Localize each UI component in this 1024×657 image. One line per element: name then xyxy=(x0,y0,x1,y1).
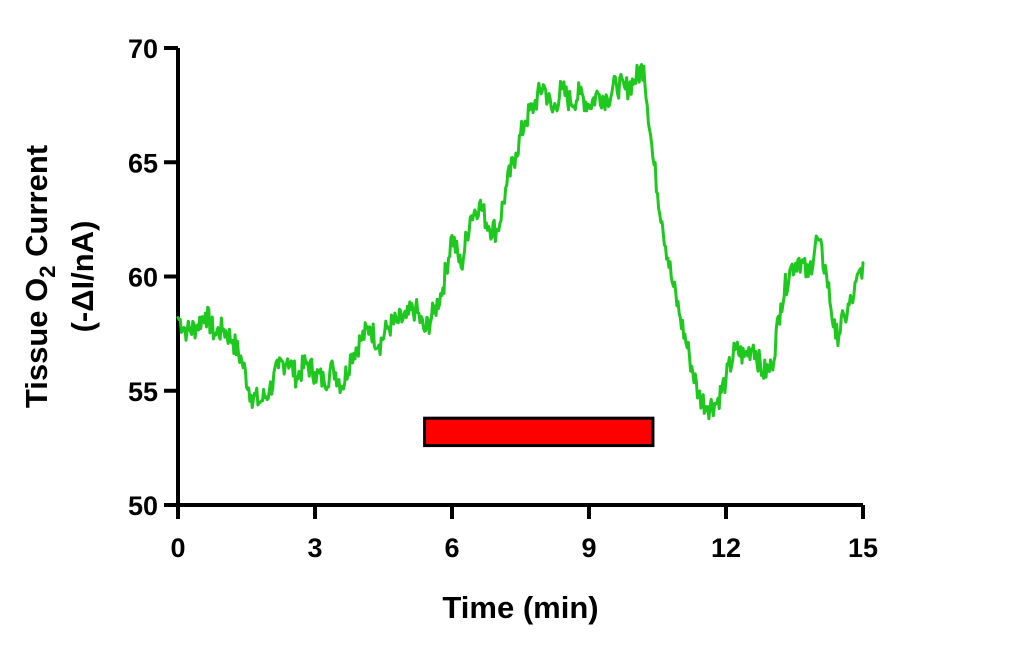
y-axis-title-post: Current xyxy=(19,145,54,266)
y-axis-title-pre: Tissue O xyxy=(19,278,54,408)
x-axis-title: Time (min) xyxy=(442,590,598,625)
y-axis-title-subscript: 2 xyxy=(35,265,60,277)
x-tick-label: 12 xyxy=(711,533,741,563)
y-tick-label: 60 xyxy=(128,263,158,293)
y-tick-label: 70 xyxy=(128,34,158,64)
x-tick-label: 6 xyxy=(444,533,459,563)
y-tick-label: 50 xyxy=(128,491,158,521)
y-tick-label: 65 xyxy=(128,148,158,178)
y-axis-title-line1: Tissue O2 Current xyxy=(19,145,60,408)
x-tick-label: 3 xyxy=(307,533,322,563)
y-ticks: 50 55 60 65 70 xyxy=(128,34,178,521)
axes: 50 55 60 65 70 0 3 6 9 12 15 xyxy=(128,34,878,563)
x-ticks: 0 3 6 9 12 15 xyxy=(170,505,878,563)
annotation-layer xyxy=(423,416,655,448)
x-tick-label: 15 xyxy=(848,533,878,563)
stimulus-bar xyxy=(423,416,655,448)
series-layer xyxy=(176,63,865,421)
x-tick-label: 9 xyxy=(581,533,596,563)
y-axis-title: Tissue O2 Current (-ΔI/nA) xyxy=(19,145,100,408)
y-tick-label: 55 xyxy=(128,377,158,407)
series-line xyxy=(176,63,865,421)
x-tick-label: 0 xyxy=(170,533,185,563)
y-axis-title-line2: (-ΔI/nA) xyxy=(65,221,100,333)
